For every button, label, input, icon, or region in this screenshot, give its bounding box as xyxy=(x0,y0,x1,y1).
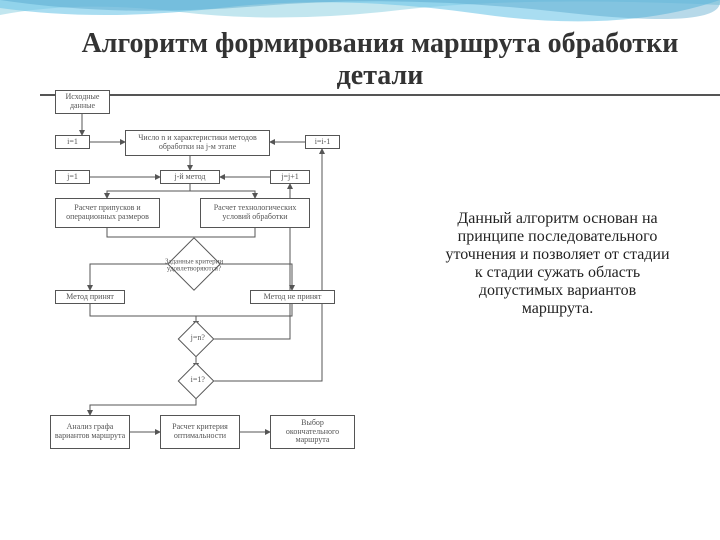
flowchart-node: j-й метод xyxy=(160,170,220,184)
flowchart-node: Число n и характеристики методов обработ… xyxy=(125,130,270,156)
flowchart-node: j=j+1 xyxy=(270,170,310,184)
flowchart-node: i=i-1 xyxy=(305,135,340,149)
flowchart-node: Выбор окончательного маршрута xyxy=(270,415,355,449)
description-text: Данный алгоритм основан на принципе посл… xyxy=(445,210,670,318)
flowchart-node: Расчет критерия оптимальности xyxy=(160,415,240,449)
flowchart-node: Метод не принят xyxy=(250,290,335,304)
flowchart-node: j=1 xyxy=(55,170,90,184)
flowchart-container: Исходные данные i=1 Число n и характеристи… xyxy=(45,90,425,520)
page-title: Алгоритм формирования маршрута обработки… xyxy=(0,28,720,96)
flowchart-node: Анализ графа вариантов маршрута xyxy=(50,415,130,449)
flowchart-node: Расчет технологических условий обработки xyxy=(200,198,310,228)
flowchart-node: i=1 xyxy=(55,135,90,149)
flowchart-node: Расчет припусков и операционных размеров xyxy=(55,198,160,228)
flowchart-node: Метод принят xyxy=(55,290,125,304)
flowchart-node: Исходные данные xyxy=(55,90,110,114)
